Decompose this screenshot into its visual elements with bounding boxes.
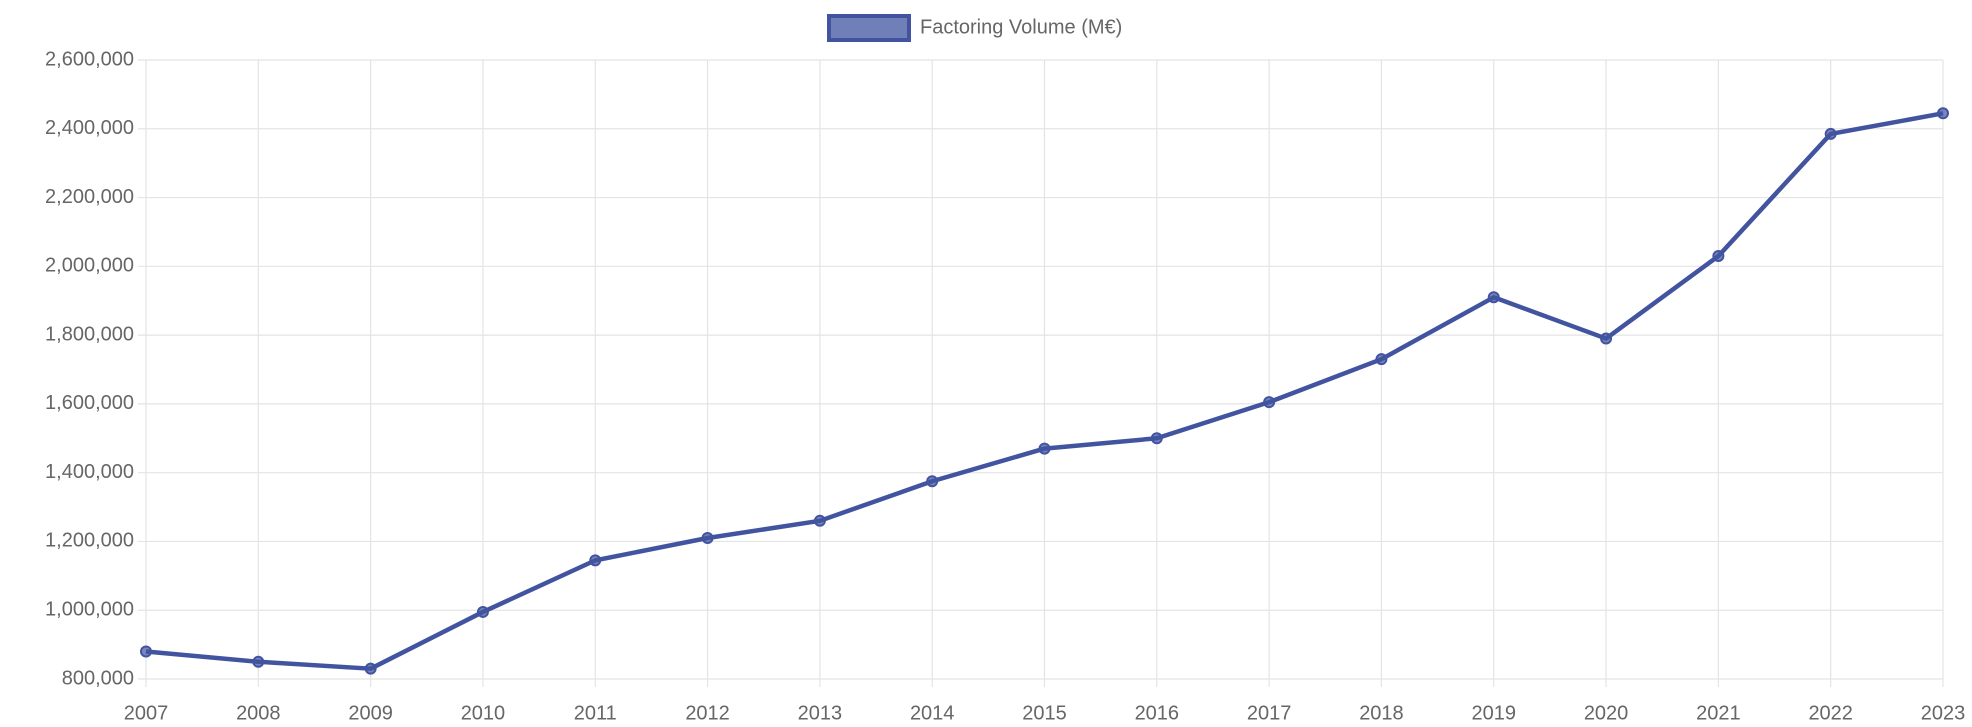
x-tick-label: 2019 (1472, 702, 1517, 724)
x-tick-label: 2016 (1135, 702, 1180, 724)
data-point (1263, 396, 1276, 409)
y-tick-label: 1,400,000 (45, 461, 134, 483)
x-tick-label: 2007 (124, 702, 169, 724)
x-tick-label: 2015 (1022, 702, 1067, 724)
data-point (1038, 442, 1051, 455)
y-tick-label: 1,000,000 (45, 599, 134, 621)
data-point (813, 514, 826, 527)
data-point (252, 655, 265, 668)
x-tick-label: 2023 (1921, 702, 1966, 724)
data-point (364, 662, 377, 675)
data-point (1712, 250, 1725, 263)
data-point (476, 605, 489, 618)
x-tick-label: 2009 (348, 702, 393, 724)
x-tick-label: 2010 (461, 702, 506, 724)
data-point (1375, 353, 1388, 366)
x-tick-label: 2022 (1808, 702, 1853, 724)
y-tick-label: 2,200,000 (45, 186, 134, 208)
y-tick-label: 2,600,000 (45, 48, 134, 70)
data-point (1600, 332, 1613, 345)
data-point (926, 475, 939, 488)
y-tick-label: 1,600,000 (45, 392, 134, 414)
y-tick-label: 1,200,000 (45, 530, 134, 552)
data-point (1824, 127, 1837, 140)
x-tick-label: 2014 (910, 702, 955, 724)
data-point (1937, 107, 1949, 120)
legend-label: Factoring Volume (M€) (920, 16, 1122, 38)
data-point (1150, 432, 1163, 445)
x-tick-label: 2011 (574, 702, 617, 724)
data-point (701, 532, 714, 545)
data-point (140, 645, 152, 658)
y-tick-label: 800,000 (62, 667, 134, 689)
legend-swatch (827, 14, 911, 42)
data-point (1487, 291, 1500, 304)
y-tick-label: 2,000,000 (45, 255, 134, 277)
x-tick-label: 2013 (798, 702, 843, 724)
x-tick-label: 2020 (1584, 702, 1629, 724)
y-tick-label: 1,800,000 (45, 323, 134, 345)
data-point (589, 554, 602, 567)
x-tick-label: 2021 (1696, 702, 1741, 724)
x-tick-label: 2012 (685, 702, 730, 724)
y-tick-label: 2,400,000 (45, 117, 134, 139)
x-tick-label: 2018 (1359, 702, 1404, 724)
x-tick-label: 2017 (1247, 702, 1292, 724)
x-tick-label: 2008 (236, 702, 281, 724)
